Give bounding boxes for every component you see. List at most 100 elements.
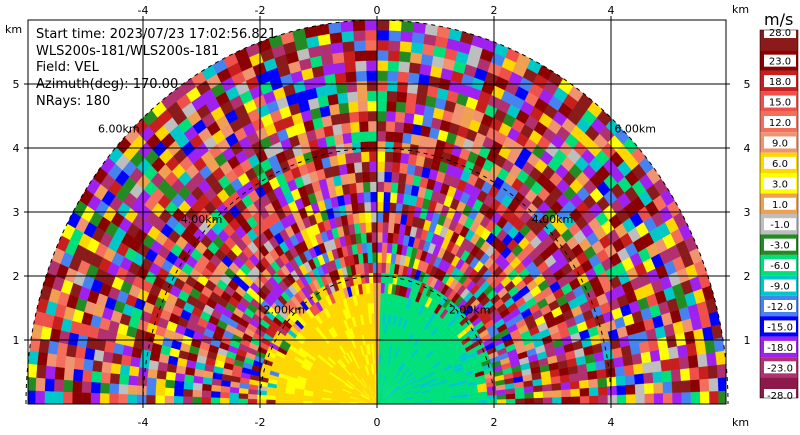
velocity-cell [74,345,87,360]
y-tick-label-right: 3 [744,206,751,219]
velocity-cell [90,381,101,394]
velocity-cell [350,131,361,143]
colorbar-label: 12.0 [769,118,791,129]
velocity-cell [347,172,356,185]
velocity-cell [192,396,202,404]
velocity-cell [478,399,488,404]
velocity-cell [369,171,378,182]
velocity-cell [183,374,195,384]
velocity-cell [644,382,655,394]
velocity-cell [386,80,398,92]
velocity-cell [383,171,392,183]
velocity-cell [353,30,366,42]
velocity-cell [661,370,673,383]
velocity-cell [687,354,699,369]
velocity-cell [146,377,157,388]
velocity-cell [376,252,382,263]
velocity-cell [367,110,378,122]
velocity-cell [588,378,599,388]
y-unit-left: km [5,23,22,36]
velocity-cell [635,393,646,404]
velocity-cell [411,31,425,44]
velocity-cell [109,373,120,385]
velocity-cell [45,365,56,380]
velocity-cell [416,145,428,158]
velocity-cell [219,397,230,404]
info-start-time: Start time: 2023/07/23 17:02:56.821 [36,27,276,42]
velocity-cell [680,379,692,393]
velocity-cell [120,354,132,367]
velocity-cell [275,399,285,404]
velocity-cell [72,380,83,393]
velocity-cell [118,384,129,395]
velocity-cell [211,378,222,387]
velocity-cell [366,70,378,81]
velocity-cell [348,111,360,123]
velocity-cell [690,391,701,404]
velocity-cell [333,62,346,74]
velocity-cell [110,363,122,375]
velocity-cell [354,50,367,62]
velocity-cell [385,131,395,143]
velocity-cell [129,356,141,368]
velocity-cell [625,384,636,395]
velocity-cell [632,363,644,375]
velocity-cell [201,397,211,404]
velocity-cell [358,212,366,224]
velocity-cell [679,367,691,381]
velocity-cell [53,379,64,393]
velocity-cell [210,384,221,393]
velocity-cell [72,392,82,404]
y-tick-label-left: 5 [13,78,20,91]
velocity-cell [358,110,369,122]
colorbar-label: 1.0 [772,200,788,211]
velocity-cell [400,152,410,165]
velocity-cell [322,63,335,76]
velocity-cell [376,151,386,162]
colorbar-label: 9.0 [772,138,788,149]
range-ring-label: 4.00km [532,213,574,226]
velocity-cell [330,42,344,54]
velocity-cell [358,121,369,132]
velocity-cell [393,222,401,235]
velocity-cell [579,395,590,404]
velocity-cell [596,368,607,379]
velocity-cell [515,398,525,404]
velocity-cell [698,365,709,380]
velocity-cell [364,20,378,31]
velocity-cell [405,173,415,186]
velocity-cell [385,252,392,264]
info-field: Field: VEL [36,60,100,75]
x-tick-label-top: -2 [255,4,266,17]
velocity-cell [99,393,110,404]
velocity-cell [699,391,710,404]
velocity-cell [663,392,673,404]
velocity-cell [364,29,378,41]
velocity-cell [344,61,356,73]
velocity-cell [371,221,378,233]
velocity-cell [302,401,313,404]
velocity-cell [147,368,158,379]
velocity-cell [392,151,402,163]
velocity-cell [391,171,400,184]
velocity-cell [379,323,383,334]
velocity-cell [111,352,123,365]
velocity-cell [155,378,166,388]
velocity-cell [696,353,708,368]
velocity-cell [35,390,45,404]
velocity-cell [542,390,553,398]
velocity-cell [108,393,119,404]
velocity-cell [367,100,378,112]
velocity-cell [353,40,366,52]
velocity-cell [342,40,355,53]
velocity-cell [173,388,184,397]
velocity-cell [393,131,404,143]
colorbar-label: -23.0 [767,363,793,374]
velocity-cell [328,103,340,116]
velocity-cell [643,372,654,384]
velocity-cell [543,397,553,404]
colorbar-label: 23.0 [769,57,791,68]
velocity-cell [376,120,387,132]
velocity-cell [681,391,692,404]
